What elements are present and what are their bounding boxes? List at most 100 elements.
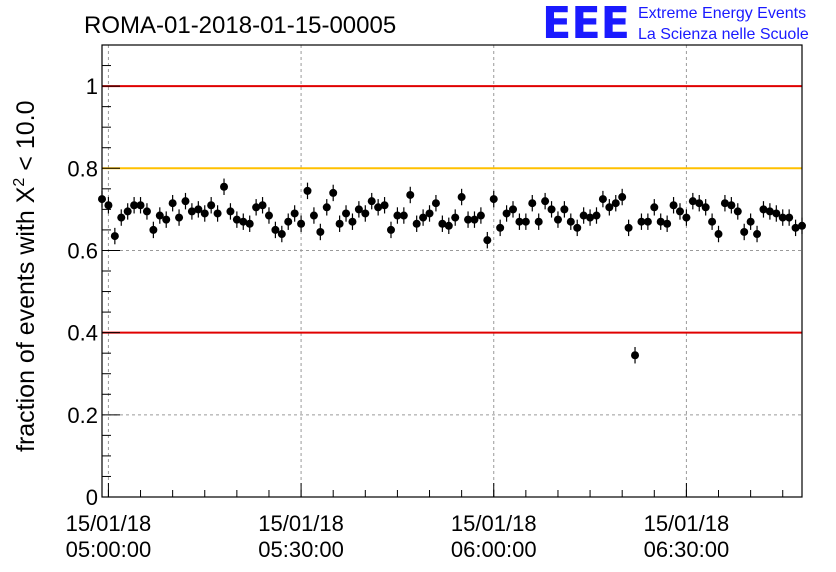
data-marker: [123, 207, 132, 216]
data-point: [406, 186, 415, 204]
data-marker: [290, 209, 299, 218]
y-tick-label: 0.2: [67, 403, 98, 428]
data-point: [175, 209, 184, 226]
data-marker: [791, 223, 800, 232]
y-tick-label: 1: [86, 74, 98, 99]
data-point: [110, 227, 119, 245]
data-marker: [573, 223, 582, 232]
data-marker: [733, 207, 742, 216]
data-point: [785, 209, 794, 226]
data-point: [695, 194, 704, 212]
data-point: [553, 211, 562, 228]
y-tick-label: 0.6: [67, 238, 98, 263]
data-marker: [579, 211, 588, 220]
data-point: [322, 199, 331, 216]
eee-logo-line2: La Scienza nelle Scuole: [638, 26, 809, 43]
data-point: [245, 215, 254, 232]
data-point: [329, 184, 338, 202]
data-point: [348, 213, 357, 230]
y-tick-label: 0.4: [67, 321, 98, 346]
data-marker: [425, 209, 434, 218]
data-point: [142, 203, 151, 220]
data-marker: [187, 207, 196, 216]
data-marker: [528, 199, 537, 208]
data-marker: [560, 205, 569, 214]
data-marker: [541, 197, 550, 206]
data-point: [303, 182, 312, 200]
data-point: [611, 194, 620, 212]
data-point: [117, 209, 126, 226]
data-point: [547, 201, 556, 218]
data-marker: [701, 203, 710, 212]
data-point: [509, 201, 518, 218]
data-point: [374, 199, 383, 216]
data-point: [123, 203, 132, 220]
y-tick-label: 0: [86, 485, 98, 510]
data-point: [181, 192, 190, 210]
data-point: [277, 225, 286, 243]
data-point: [386, 221, 395, 239]
x-tick-labels: 15/01/1805:00:0015/01/1805:30:0015/01/18…: [66, 511, 730, 562]
data-marker: [669, 201, 678, 210]
data-marker: [142, 207, 151, 216]
data-marker: [496, 223, 505, 232]
data-marker: [502, 209, 511, 218]
data-point: [232, 211, 241, 228]
data-marker: [110, 232, 119, 241]
data-marker: [753, 230, 762, 239]
data-point: [297, 215, 306, 232]
data-marker: [136, 201, 145, 210]
data-marker: [637, 217, 646, 226]
data-point: [560, 201, 569, 218]
data-point: [399, 207, 408, 224]
data-point: [643, 213, 652, 230]
data-point: [149, 221, 158, 239]
data-point: [187, 203, 196, 220]
x-tick-label-date: 15/01/18: [66, 511, 152, 536]
data-point: [656, 213, 665, 230]
data-point: [258, 197, 267, 214]
data-point: [271, 221, 280, 239]
data-marker: [284, 217, 293, 226]
data-point: [380, 197, 389, 214]
data-marker: [476, 211, 485, 220]
data-marker: [553, 215, 562, 224]
eee-logo-line1: Extreme Energy Events: [638, 5, 806, 22]
data-point: [573, 219, 582, 237]
data-marker: [586, 213, 595, 222]
axis-ticks: [102, 44, 784, 498]
data-marker: [329, 188, 338, 197]
y-axis-label: fraction of events with X2 < 10.0: [11, 101, 40, 453]
data-marker: [688, 197, 697, 206]
data-point: [444, 217, 453, 235]
data-point: [316, 223, 325, 241]
data-marker: [740, 227, 749, 236]
data-marker: [361, 209, 370, 218]
data-point: [521, 213, 530, 230]
data-point: [252, 199, 261, 216]
data-marker: [547, 205, 556, 214]
data-point: [515, 213, 524, 230]
data-point: [425, 205, 434, 222]
data-marker: [239, 217, 248, 226]
data-point: [476, 207, 485, 224]
x-tick-label-time: 06:30:00: [644, 537, 730, 562]
data-marker: [335, 219, 344, 228]
data-marker: [650, 203, 659, 212]
data-point: [688, 192, 697, 210]
data-marker: [386, 225, 395, 234]
data-marker: [194, 205, 203, 214]
data-point: [361, 205, 370, 222]
x-tick-label-date: 15/01/18: [644, 511, 730, 536]
data-point: [727, 197, 736, 214]
data-point: [284, 213, 293, 230]
y-tick-labels: 0 0.2 0.4 0.6 0.8 1: [67, 74, 98, 510]
data-marker: [509, 205, 518, 214]
data-point: [130, 197, 139, 214]
x-tick-label-time: 06:00:00: [451, 537, 537, 562]
data-point: [650, 199, 659, 216]
data-marker: [656, 217, 665, 226]
data-marker: [367, 197, 376, 206]
data-point: [624, 219, 633, 237]
data-marker: [431, 199, 440, 208]
